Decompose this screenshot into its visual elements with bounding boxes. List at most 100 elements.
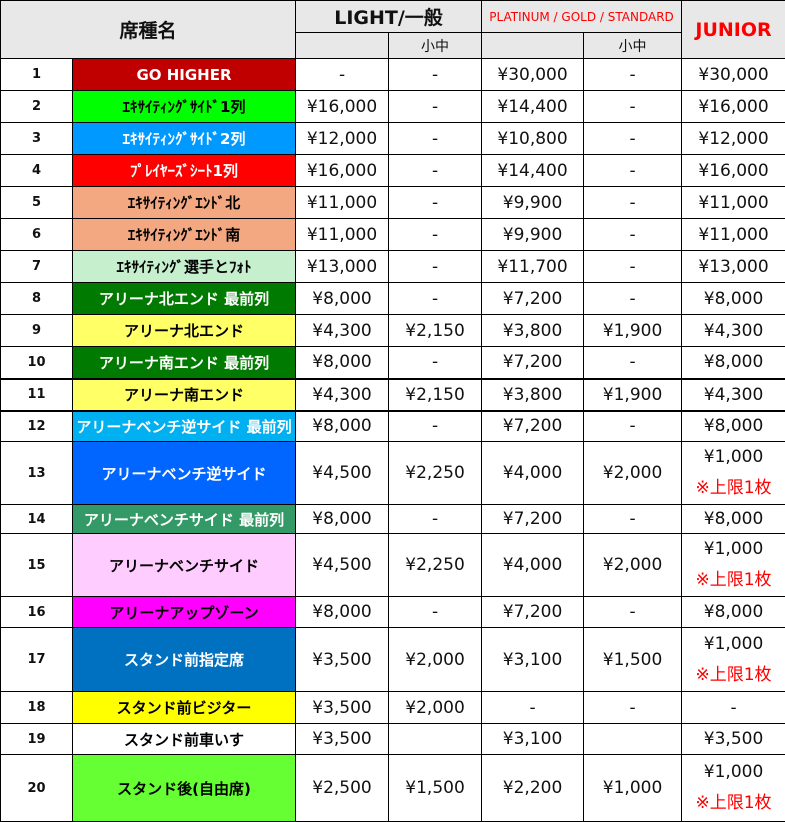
price-platinum: ¥11,700 — [482, 251, 584, 283]
price-light-child: - — [389, 59, 482, 91]
price-light: ¥4,500 — [296, 534, 389, 597]
price-platinum-child: - — [584, 91, 682, 123]
price-light-child: - — [389, 155, 482, 187]
row-number: 17 — [1, 628, 73, 692]
price-light-child: - — [389, 187, 482, 219]
price-platinum: ¥7,200 — [482, 283, 584, 315]
limit-note: ※上限1枚 — [682, 565, 785, 596]
price-platinum-child: - — [584, 251, 682, 283]
price-light-child: ¥2,250 — [389, 534, 482, 597]
row-number: 8 — [1, 283, 73, 315]
seat-name: アリーナアップゾーン — [73, 597, 296, 628]
price-junior: ¥1,000※上限1枚 — [682, 442, 785, 505]
row-number: 16 — [1, 597, 73, 628]
price-light: ¥13,000 — [296, 251, 389, 283]
price-platinum: - — [482, 692, 584, 724]
seat-name: スタンド後(自由席) — [73, 755, 296, 822]
price-junior: ¥4,300 — [682, 315, 785, 347]
price-light: ¥3,500 — [296, 724, 389, 755]
price-platinum-child: - — [584, 59, 682, 91]
junior-price-value: ¥4,300 — [682, 385, 785, 405]
price-platinum-child: - — [584, 692, 682, 724]
seat-name: ｴｷｻｲﾃｨﾝｸﾞｻｲﾄﾞ1列 — [73, 91, 296, 123]
junior-price-value: ¥4,300 — [682, 321, 785, 341]
price-platinum-child: ¥2,000 — [584, 534, 682, 597]
price-junior: ¥8,000 — [682, 283, 785, 315]
price-junior: ¥13,000 — [682, 251, 785, 283]
seat-name: ﾌﾟﾚｲﾔｰｽﾞｼｰﾄ1列 — [73, 155, 296, 187]
row-number: 11 — [1, 379, 73, 411]
price-light: - — [296, 59, 389, 91]
price-platinum-child: - — [584, 219, 682, 251]
header-light: LIGHT/一般 — [296, 1, 482, 33]
price-platinum-child: - — [584, 411, 682, 442]
limit-note: ※上限1枚 — [682, 788, 785, 819]
price-platinum: ¥30,000 — [482, 59, 584, 91]
seat-name: アリーナ南エンド 最前列 — [73, 347, 296, 379]
header-plat-child: 小中 — [584, 33, 682, 59]
price-junior: ¥11,000 — [682, 187, 785, 219]
seat-name: アリーナ南エンド — [73, 379, 296, 411]
seat-name: アリーナベンチ逆サイド — [73, 442, 296, 505]
price-light-child: - — [389, 91, 482, 123]
row-number: 13 — [1, 442, 73, 505]
price-platinum: ¥9,900 — [482, 219, 584, 251]
price-platinum: ¥10,800 — [482, 123, 584, 155]
price-platinum: ¥7,200 — [482, 597, 584, 628]
price-platinum: ¥3,800 — [482, 315, 584, 347]
junior-price-value: ¥8,000 — [682, 416, 785, 436]
price-junior: - — [682, 692, 785, 724]
row-number: 15 — [1, 534, 73, 597]
price-platinum-child: - — [584, 283, 682, 315]
row-number: 3 — [1, 123, 73, 155]
limit-note: ※上限1枚 — [682, 473, 785, 504]
seat-name: スタンド前指定席 — [73, 628, 296, 692]
price-platinum-child: - — [584, 155, 682, 187]
junior-price-value: - — [682, 698, 785, 718]
price-junior: ¥8,000 — [682, 597, 785, 628]
price-platinum: ¥4,000 — [482, 534, 584, 597]
header-plat-adult — [482, 33, 584, 59]
seat-name: ｴｷｻｲﾃｨﾝｸﾞｴﾝﾄﾞ北 — [73, 187, 296, 219]
header-junior: JUNIOR — [682, 1, 785, 59]
row-number: 12 — [1, 411, 73, 442]
row-number: 5 — [1, 187, 73, 219]
header-light-adult — [296, 33, 389, 59]
price-light: ¥4,500 — [296, 442, 389, 505]
junior-price-value: ¥30,000 — [682, 65, 785, 85]
price-light: ¥8,000 — [296, 597, 389, 628]
row-number: 6 — [1, 219, 73, 251]
row-number: 1 — [1, 59, 73, 91]
price-platinum: ¥14,400 — [482, 91, 584, 123]
price-platinum: ¥4,000 — [482, 442, 584, 505]
price-light-child — [389, 724, 482, 755]
price-junior: ¥1,000※上限1枚 — [682, 755, 785, 822]
price-light-child: ¥2,000 — [389, 692, 482, 724]
seat-name: GO HIGHER — [73, 59, 296, 91]
row-number: 14 — [1, 505, 73, 534]
price-platinum-child: ¥1,900 — [584, 379, 682, 411]
price-junior: ¥1,000※上限1枚 — [682, 628, 785, 692]
junior-price-value: ¥16,000 — [682, 161, 785, 181]
price-light: ¥4,300 — [296, 379, 389, 411]
seat-name: スタンド前車いす — [73, 724, 296, 755]
junior-price-value: ¥1,000 — [682, 442, 785, 473]
price-platinum: ¥3,800 — [482, 379, 584, 411]
price-platinum-child — [584, 724, 682, 755]
header-seat-name: 席種名 — [1, 1, 296, 59]
price-platinum-child: - — [584, 123, 682, 155]
junior-price-value: ¥1,000 — [682, 629, 785, 660]
price-light-child: - — [389, 251, 482, 283]
price-light: ¥16,000 — [296, 91, 389, 123]
row-number: 19 — [1, 724, 73, 755]
header-platinum: PLATINUM / GOLD / STANDARD — [482, 1, 682, 33]
price-platinum-child: - — [584, 347, 682, 379]
